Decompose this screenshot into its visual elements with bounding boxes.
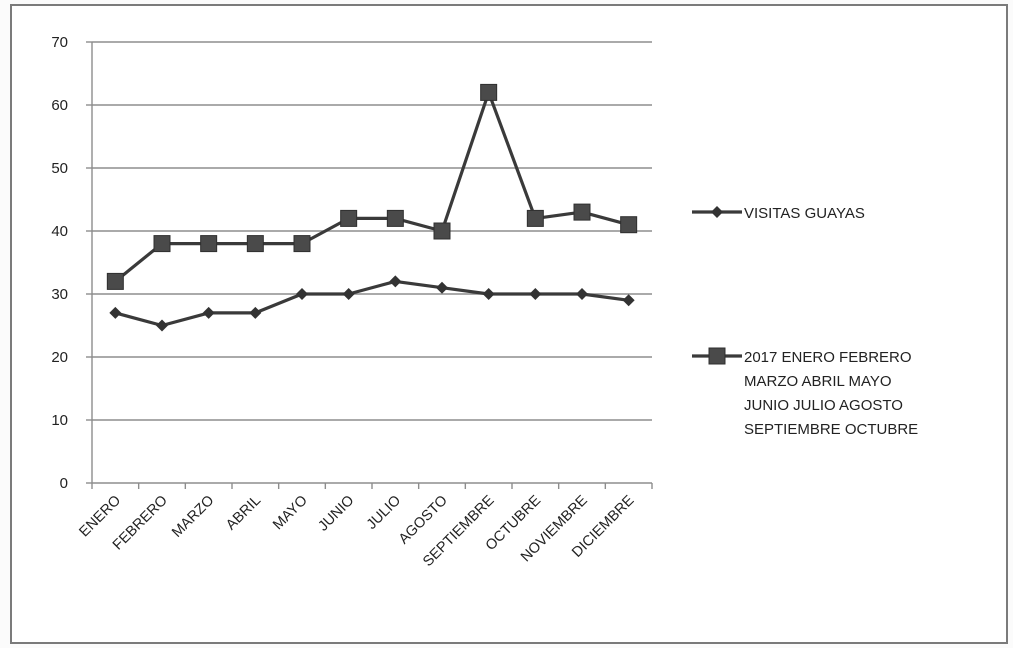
x-tick-label: ENERO: [76, 493, 124, 541]
series-line-2: [114, 90, 630, 283]
data-point-2-diciembre: [620, 216, 638, 234]
data-point-2-septiembre: [480, 83, 498, 101]
legend: VISITAS GUAYAS 2017 ENERO FEBRERO MARZO AB…: [692, 205, 918, 438]
axes: [86, 41, 653, 489]
data-point-1-enero: [109, 306, 122, 319]
x-tick-label: ABRIL: [223, 493, 264, 534]
data-point-2-noviembre: [573, 203, 591, 221]
series-line-1: [114, 279, 629, 328]
data-point-1-noviembre: [576, 288, 588, 300]
y-tick-label: 30: [51, 286, 68, 303]
series-1: [109, 275, 635, 332]
y-tick-label: 40: [51, 223, 68, 240]
y-tick-label: 50: [51, 160, 68, 177]
data-point-2-octubre: [526, 209, 544, 227]
data-point-2-mayo: [293, 235, 311, 253]
legend-label: VISITAS GUAYAS: [744, 205, 865, 222]
data-point-1-septiembre: [482, 288, 495, 300]
x-tick-label: JULIO: [364, 493, 404, 533]
series-2: [106, 83, 638, 290]
data-point-2-junio: [340, 209, 358, 227]
legend-label: SEPTIEMBRE OCTUBRE: [744, 421, 918, 438]
data-point-1-julio: [389, 275, 402, 288]
data-point-2-marzo: [200, 235, 218, 253]
data-point-2-agosto: [433, 222, 451, 240]
legend-marker: [708, 347, 726, 365]
legend-entry-2: 2017 ENERO FEBRERO MARZO ABRIL MAYO JUNIO …: [692, 347, 918, 438]
x-tick-label: MARZO: [169, 493, 217, 541]
legend-marker: [711, 206, 723, 218]
data-point-1-marzo: [202, 306, 215, 319]
x-tick-label: MAYO: [270, 493, 311, 534]
data-point-1-octubre: [529, 288, 542, 300]
y-tick-label: 70: [51, 34, 68, 51]
data-point-1-abril: [249, 306, 262, 319]
data-point-1-mayo: [296, 288, 308, 300]
chart-frame: [10, 4, 1008, 644]
x-tick-label: JUNIO: [315, 493, 357, 535]
gridlines: [92, 41, 652, 421]
legend-label: 2017 ENERO FEBRERO: [744, 349, 912, 366]
y-tick-label: 0: [60, 475, 68, 492]
data-point-2-julio: [386, 209, 404, 227]
data-point-1-junio: [342, 288, 355, 300]
legend-label: MARZO ABRIL MAYO: [744, 373, 892, 390]
y-axis-tick-labels: 0 10 20 30 40 50 60 70: [51, 34, 68, 492]
y-tick-label: 10: [51, 412, 68, 429]
data-point-2-enero: [106, 272, 124, 290]
data-point-2-febrero: [153, 235, 171, 253]
legend-entry-1: VISITAS GUAYAS: [692, 205, 865, 222]
series-lines: [106, 83, 638, 332]
data-point-2-abril: [246, 235, 264, 253]
y-tick-label: 20: [51, 349, 68, 366]
data-point-1-diciembre: [622, 294, 635, 307]
data-point-1-agosto: [436, 281, 448, 294]
legend-label: JUNIO JULIO AGOSTO: [744, 397, 903, 414]
data-point-1-febrero: [156, 319, 168, 332]
y-tick-label: 60: [51, 97, 68, 114]
